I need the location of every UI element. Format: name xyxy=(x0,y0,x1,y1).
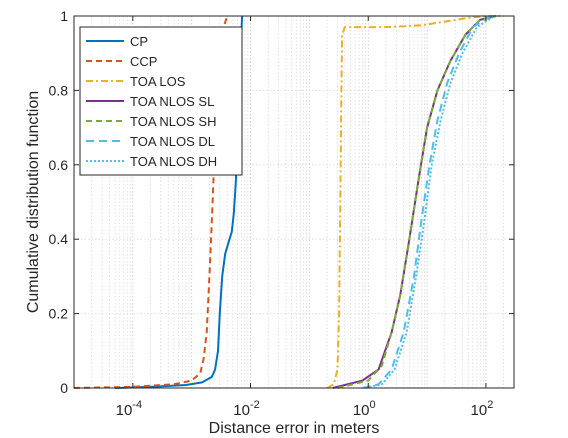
y-tick-label: 0.8 xyxy=(49,82,69,98)
series-line-5 xyxy=(362,15,492,389)
x-tick-label: 102 xyxy=(471,399,494,419)
series-line-2 xyxy=(326,15,504,389)
legend-label-4: TOA NLOS SH xyxy=(130,114,216,129)
x-tick-label: 10-2 xyxy=(233,399,259,419)
x-axis-label: Distance error in meters xyxy=(209,420,380,437)
plot-frame xyxy=(73,15,515,389)
y-tick-label: 0.4 xyxy=(49,231,69,247)
x-tick-label: 10-4 xyxy=(116,399,142,419)
y-tick-label: 0.6 xyxy=(49,157,69,173)
axis-ticks: 10-4 10-2 100 102 0 0.2 0.4 0.6 0.8 1 xyxy=(49,8,514,419)
y-tick-label: 1 xyxy=(60,8,68,24)
y-axis-label: Cumulative distribution function xyxy=(25,91,42,313)
legend: CP CCP TOA LOS TOA NLOS SL TOA NLOS SH TOA NL… xyxy=(79,26,243,176)
grid xyxy=(73,15,515,389)
legend-label-6: TOA NLOS DH xyxy=(130,154,217,169)
y-tick-label: 0.2 xyxy=(49,306,69,322)
series-line-6 xyxy=(365,15,496,389)
legend-label-5: TOA NLOS DL xyxy=(130,134,215,149)
series-line-4 xyxy=(337,15,497,389)
legend-label-0: CP xyxy=(130,34,148,49)
legend-label-2: TOA LOS xyxy=(130,74,186,89)
legend-label-3: TOA NLOS SL xyxy=(130,94,214,109)
y-tick-label: 0 xyxy=(60,380,68,396)
legend-label-1: CCP xyxy=(130,54,157,69)
x-tick-label: 100 xyxy=(353,399,376,419)
